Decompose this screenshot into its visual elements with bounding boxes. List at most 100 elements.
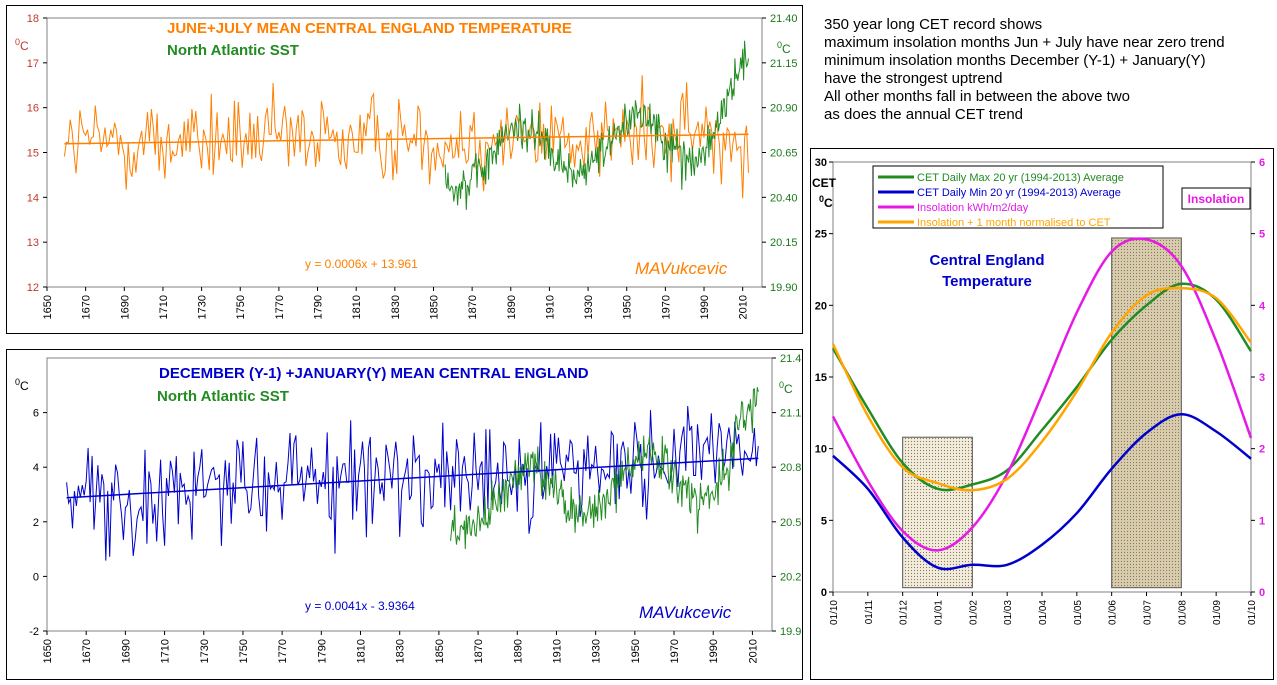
y-tick-label-left: 17 <box>27 58 39 70</box>
x-tick-label: 1790 <box>316 639 328 663</box>
x-tick-label: 1910 <box>544 295 556 319</box>
y-tick-label-left: -2 <box>29 626 39 638</box>
x-tick-label: 1890 <box>506 295 518 319</box>
x-tick-label: 1930 <box>583 295 595 319</box>
y-tick-label-left: 25 <box>815 229 827 241</box>
x-tick-label: 1850 <box>434 639 446 663</box>
y-tick-label-right: 20.5 <box>780 517 801 529</box>
seasonal-cycle-chart: 0 5 10 15 20 25 30 0 1 2 3 4 5 6 01/10 01/11 01/12 01/01 0… <box>812 157 1266 625</box>
y-unit-right: 0C <box>779 380 793 396</box>
x-tick-label: 01/07 <box>1143 600 1154 625</box>
jun-jul-chart: 1650 1670 1690 1710 1730 1750 1770 1790 1810 1830… <box>15 13 798 319</box>
chart-title: JUNE+JULY MEAN CENTRAL ENGLAND TEMPERATU… <box>167 20 572 37</box>
y-tick-label-left: 15 <box>27 148 39 160</box>
x-tick-label: 01/04 <box>1038 600 1049 625</box>
y-tick-label-right: 21.1 <box>780 408 801 420</box>
x-tick-label: 1850 <box>428 295 440 319</box>
x-tick-label: 01/09 <box>1212 600 1223 625</box>
series-line <box>832 413 1252 571</box>
x-tick-label: 1770 <box>274 295 286 319</box>
x-tick-label: 01/08 <box>1177 600 1188 625</box>
dec-jan-chart-panel: 1650 1670 1690 1710 1730 1750 1770 1790 1810 1830… <box>6 349 803 680</box>
shaded-month-box <box>1111 237 1182 589</box>
y-tick-label-right: 2 <box>1259 444 1265 456</box>
note-line: minimum insolation months December (Y-1)… <box>824 52 1206 69</box>
x-tick-label: 1870 <box>467 295 479 319</box>
y-tick-label-right: 21.40 <box>770 13 798 25</box>
insolation-axis-label: Insolation <box>1188 192 1245 206</box>
y-tick-label-left: 20 <box>815 300 827 312</box>
y-tick-label-left: 10 <box>815 444 827 456</box>
sst-series-line <box>444 40 749 210</box>
note-line: have the strongest uptrend <box>824 70 1003 87</box>
dec-jan-chart: 1650 1670 1690 1710 1730 1750 1770 1790 1810 1830… <box>15 353 801 663</box>
y-tick-label-right: 19.9 <box>780 626 801 638</box>
y-tick-label-right: 1 <box>1259 515 1265 527</box>
shaded-month-box <box>902 436 973 589</box>
x-tick-label: 1830 <box>390 295 402 319</box>
x-tick-label: 1690 <box>119 295 131 319</box>
watermark: MAVukcevic <box>639 603 732 622</box>
chart-subtitle: North Atlantic SST <box>157 388 289 405</box>
y-tick-label-right: 3 <box>1259 372 1265 384</box>
y-tick-label-right: 19.90 <box>770 282 798 294</box>
x-tick-label: 1710 <box>160 639 172 663</box>
legend-box <box>872 165 1164 229</box>
x-tick-label: 1950 <box>622 295 634 319</box>
x-tick-label: 1890 <box>512 639 524 663</box>
x-tick-label: 1810 <box>356 639 368 663</box>
x-tick-label: 1770 <box>277 639 289 663</box>
y-tick-label-right: 20.90 <box>770 103 798 115</box>
y-tick-label-left: 4 <box>33 462 39 474</box>
x-tick-label: 1710 <box>158 295 170 319</box>
y-unit-right: 0C <box>777 40 791 56</box>
x-tick-label: 01/03 <box>1003 600 1014 625</box>
x-tick-label: 01/05 <box>1073 600 1084 625</box>
y-unit-left: 0C <box>15 377 29 393</box>
y-tick-label-left: 30 <box>815 157 827 169</box>
y-tick-label-right: 6 <box>1259 157 1265 169</box>
x-tick-label: 1730 <box>197 295 209 319</box>
legend-label: CET Daily Min 20 yr (1994-2013) Average <box>917 187 1121 199</box>
summary-note: 350 year long CET record shows maximum i… <box>824 16 1225 124</box>
series-line <box>831 237 1253 552</box>
y-tick-label-left: 0 <box>821 587 827 599</box>
x-tick-label: 1730 <box>199 639 211 663</box>
y-tick-label-right: 5 <box>1259 229 1265 241</box>
chart-subtitle: North Atlantic SST <box>167 42 299 59</box>
y-tick-label-left: 18 <box>27 13 39 25</box>
y-tick-label-left: 12 <box>27 282 39 294</box>
x-tick-label: 1690 <box>120 639 132 663</box>
y-tick-label-left: 6 <box>33 408 39 420</box>
y-tick-label-right: 20.40 <box>770 192 798 204</box>
note-line: All other months fall in between the abo… <box>824 88 1131 105</box>
y-tick-label-right: 20.8 <box>780 462 801 474</box>
y-tick-label-left: 5 <box>821 515 827 527</box>
y-unit-left: 0C <box>15 37 29 53</box>
x-tick-label: 1930 <box>591 639 603 663</box>
y-tick-label-right: 20.15 <box>770 237 798 249</box>
y-tick-label-right: 20.65 <box>770 148 798 160</box>
jun-jul-chart-panel: 1650 1670 1690 1710 1730 1750 1770 1790 1810 1830… <box>6 5 803 334</box>
y-axis-unit-left: 0C <box>819 194 833 210</box>
x-tick-label: 1970 <box>660 295 672 319</box>
y-axis-label-left: CET <box>812 176 837 190</box>
note-line: 350 year long CET record shows <box>824 16 1043 33</box>
x-tick-label: 1670 <box>81 639 93 663</box>
note-line: maximum insolation months Jun + July hav… <box>824 34 1225 51</box>
y-tick-label-right: 21.4 <box>780 353 801 365</box>
y-tick-label-left: 0 <box>33 571 39 583</box>
x-tick-label: 01/11 <box>864 600 875 625</box>
x-tick-label: 1650 <box>42 295 54 319</box>
x-tick-label: 1650 <box>42 639 54 663</box>
series-line <box>831 286 1252 492</box>
x-tick-label: 2010 <box>738 295 750 319</box>
cet-series-line <box>66 405 759 561</box>
y-tick-label-left: 16 <box>27 103 39 115</box>
legend-label: CET Daily Max 20 yr (1994-2013) Average <box>917 172 1124 184</box>
x-tick-label: 01/12 <box>899 600 910 625</box>
trend-equation: y = 0.0041x - 3.9364 <box>305 599 415 613</box>
x-tick-label: 01/06 <box>1108 600 1119 625</box>
trend-equation: y = 0.0006x + 13.961 <box>305 257 418 271</box>
x-tick-label: 01/01 <box>934 600 945 625</box>
